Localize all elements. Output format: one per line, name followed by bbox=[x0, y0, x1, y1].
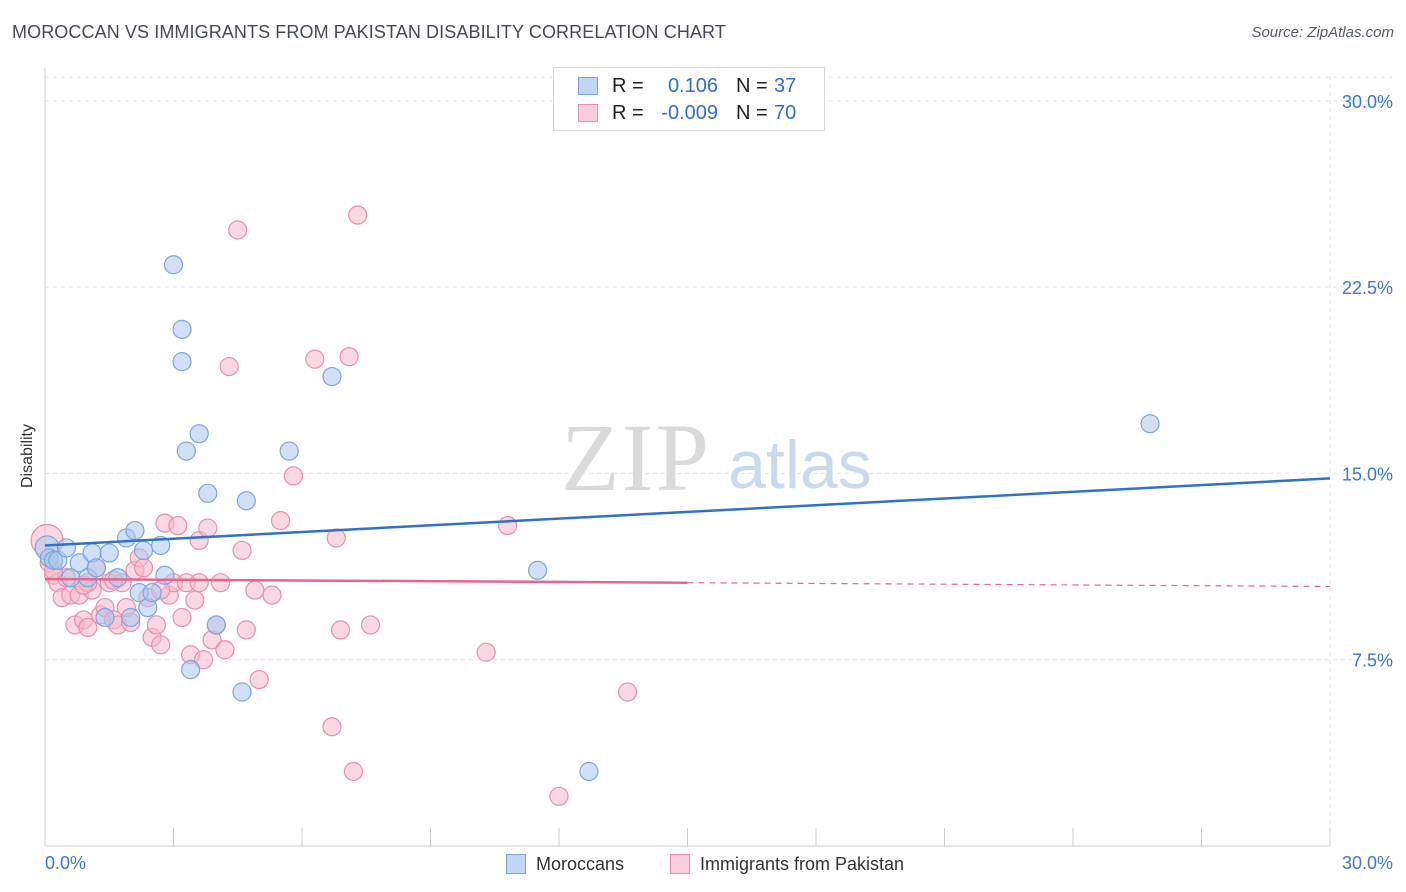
moroccan-point bbox=[172, 319, 192, 339]
pakistan-point bbox=[215, 640, 235, 660]
moroccan-point bbox=[279, 441, 299, 461]
series-label-pakistan: Immigrants from Pakistan bbox=[700, 853, 905, 874]
pakistan-point bbox=[185, 590, 205, 610]
pakistan-point bbox=[305, 349, 325, 369]
pakistan-point bbox=[146, 615, 166, 635]
moroccan-point bbox=[181, 660, 201, 680]
moroccan-point bbox=[232, 682, 252, 702]
legend-row-moroccans: R = 0.106 N = 37 bbox=[578, 74, 796, 98]
moroccan-point bbox=[108, 568, 128, 588]
trend-lines bbox=[44, 477, 1331, 588]
moroccan-point bbox=[579, 761, 599, 782]
pakistan-point bbox=[78, 617, 98, 638]
moroccan-point bbox=[189, 424, 209, 444]
pakistan-point bbox=[330, 620, 351, 640]
pakistan-point bbox=[151, 635, 171, 655]
watermark: ZIP atlas bbox=[561, 404, 872, 511]
pakistan-point bbox=[193, 650, 214, 670]
x-tick-label: 30.0% bbox=[1342, 853, 1393, 873]
pakistan-point bbox=[189, 573, 209, 593]
moroccan-point bbox=[125, 520, 145, 541]
pakistan-point bbox=[236, 620, 256, 640]
correlation-legend: R = 0.106 N = 37 R = -0.009 N = 70 bbox=[553, 67, 825, 131]
pakistan-point bbox=[219, 357, 239, 377]
moroccan-point bbox=[172, 352, 192, 372]
pakistan-point bbox=[343, 761, 363, 782]
legend-n-label: N = bbox=[736, 74, 768, 97]
moroccan-trend-line bbox=[44, 477, 1331, 547]
moroccan-point bbox=[56, 538, 77, 558]
watermark-atlas: atlas bbox=[728, 427, 872, 503]
legend-n-value: 37 bbox=[774, 74, 797, 97]
pakistan-trend-extension bbox=[687, 582, 1331, 588]
source-label: Source: ZipAtlas.com bbox=[1251, 24, 1394, 41]
y-tick-label: 22.5% bbox=[1342, 278, 1393, 298]
pakistan-point bbox=[270, 511, 291, 531]
series-legend-pakistan: Immigrants from Pakistan bbox=[670, 852, 904, 876]
moroccan-point bbox=[95, 607, 115, 628]
moroccan-points bbox=[34, 255, 1160, 782]
series-swatch-blue bbox=[506, 854, 526, 874]
pakistan-point bbox=[283, 466, 304, 486]
pakistan-point bbox=[348, 205, 368, 225]
moroccan-point bbox=[198, 483, 218, 503]
pakistan-point bbox=[198, 518, 218, 538]
pakistan-point bbox=[232, 540, 252, 561]
pakistan-point bbox=[211, 573, 231, 593]
y-tick-label: 15.0% bbox=[1342, 464, 1393, 484]
pakistan-point bbox=[228, 220, 248, 240]
moroccan-point bbox=[322, 366, 342, 387]
pakistan-point bbox=[133, 558, 154, 578]
legend-r-value: 0.106 bbox=[667, 74, 718, 97]
moroccan-point bbox=[86, 558, 107, 578]
moroccan-point bbox=[99, 543, 119, 563]
moroccan-point bbox=[206, 615, 226, 635]
series-legend-moroccans: Moroccans bbox=[506, 852, 624, 876]
series-label-moroccans: Moroccans bbox=[536, 853, 625, 874]
grid-lines bbox=[45, 76, 1392, 846]
moroccan-point bbox=[155, 565, 175, 585]
moroccan-point bbox=[151, 535, 171, 556]
moroccan-point bbox=[163, 255, 184, 275]
pakistan-trend-line bbox=[44, 577, 688, 584]
legend-swatch-pink bbox=[578, 104, 598, 122]
pakistan-point bbox=[322, 717, 342, 737]
y-tick-label: 30.0% bbox=[1342, 92, 1393, 112]
pakistan-point bbox=[476, 642, 496, 662]
legend-r-value: -0.009 bbox=[661, 101, 718, 124]
moroccan-point bbox=[527, 560, 548, 580]
legend-swatch-blue bbox=[578, 77, 598, 95]
y-tick-label: 7.5% bbox=[1352, 651, 1393, 671]
moroccan-point bbox=[236, 491, 256, 511]
moroccan-point bbox=[1140, 414, 1160, 434]
pakistan-point bbox=[249, 669, 269, 690]
moroccan-point bbox=[176, 441, 196, 461]
moroccan-point bbox=[121, 607, 141, 628]
legend-n-label: N = bbox=[736, 101, 768, 124]
pakistan-point bbox=[262, 585, 282, 605]
moroccan-point bbox=[133, 540, 154, 561]
pakistan-point bbox=[168, 515, 188, 536]
pakistan-points bbox=[30, 205, 638, 806]
pakistan-point bbox=[498, 515, 518, 536]
legend-r-label: R = bbox=[612, 74, 644, 97]
axes bbox=[44, 68, 1331, 847]
pakistan-point bbox=[245, 580, 265, 600]
legend-n-value: 70 bbox=[774, 101, 797, 124]
legend-row-pakistan: R = -0.009 N = 70 bbox=[578, 101, 796, 125]
legend-r-label: R = bbox=[612, 101, 644, 124]
pakistan-point bbox=[172, 607, 192, 628]
pakistan-point bbox=[617, 682, 638, 702]
pakistan-point bbox=[339, 347, 359, 367]
x-tick-label: 0.0% bbox=[45, 853, 86, 873]
moroccan-point bbox=[142, 583, 162, 603]
chart-title: MOROCCAN VS IMMIGRANTS FROM PAKISTAN DIS… bbox=[12, 22, 726, 42]
tick-labels: 7.5% 15.0% 22.5% 30.0% 0.0% 30.0% bbox=[45, 92, 1393, 873]
watermark-zip: ZIP bbox=[561, 404, 711, 511]
pakistan-point bbox=[549, 786, 569, 806]
series-swatch-pink bbox=[670, 854, 690, 874]
pakistan-point bbox=[360, 615, 381, 635]
